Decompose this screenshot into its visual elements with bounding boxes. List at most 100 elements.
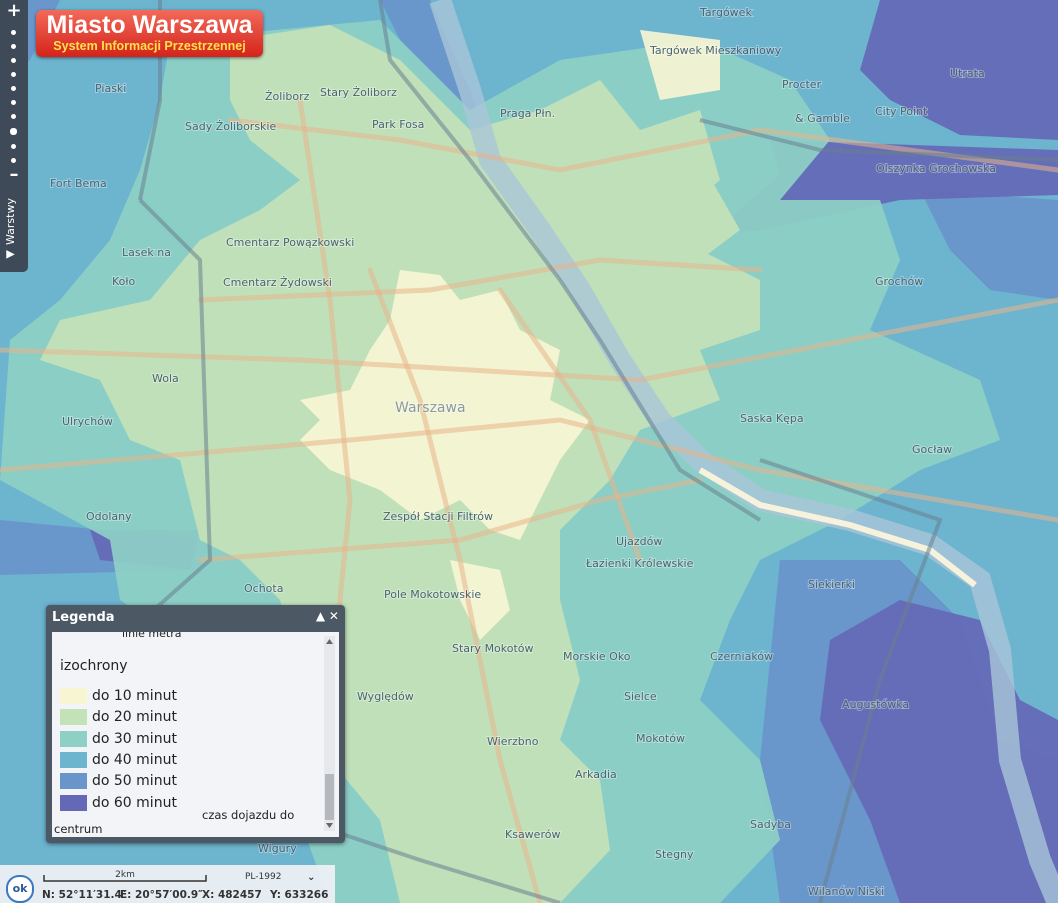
place-label: Sady Żoliborskie (185, 120, 276, 133)
place-label: Gocław (912, 443, 952, 456)
place-label: Procter (782, 78, 822, 91)
place-label: Warszawa (395, 400, 466, 416)
header-title: Miasto Warszawa (46, 11, 253, 39)
place-label: Saska Kępa (740, 412, 804, 425)
place-label: Wierzbno (487, 735, 539, 748)
legend-controls[interactable]: ▲ ✕ (315, 609, 339, 623)
legend-note: centrum (54, 822, 103, 836)
place-label: Wyględów (357, 690, 414, 703)
place-label: Fort Bema (50, 177, 107, 190)
place-label: Siekierki (808, 578, 855, 591)
zoom-level[interactable] (11, 86, 16, 91)
place-label: Wilanów Niski (808, 885, 884, 898)
legend-section: izochrony (60, 658, 128, 674)
place-label: Pole Mokotowskie (384, 588, 481, 601)
layers-tab[interactable]: ◀ Warstwy (4, 198, 17, 262)
river-wisla (429, 0, 1058, 903)
place-label: Stegny (655, 848, 694, 861)
place-label: Wola (152, 372, 179, 385)
place-label: Sadyba (750, 818, 791, 831)
place-label: Stary Mokotów (452, 642, 534, 655)
legend-item: do 20 minut (60, 709, 177, 729)
legend-swatch (60, 688, 87, 704)
legend-swatch (60, 794, 87, 811)
place-label: Cmentarz Żydowski (223, 276, 332, 289)
place-label: Odolany (86, 510, 132, 523)
zoom-level[interactable] (11, 30, 16, 35)
legend-title: Legenda (52, 610, 115, 625)
place-label: Ochota (244, 582, 283, 595)
zoom-out[interactable]: – (9, 164, 19, 185)
coord-y: Y: 633266 (269, 889, 328, 901)
place-label: Park Fosa (372, 118, 424, 131)
legend-item: do 50 minut (60, 773, 177, 793)
place-label: Targówek Mieszkaniowy (649, 44, 782, 57)
place-label: Morskie Oko (563, 650, 631, 663)
zoom-level[interactable] (11, 100, 16, 105)
legend-label: do 50 minut (92, 773, 177, 790)
legend-note: czas dojazdu do (202, 808, 295, 822)
zoom-level[interactable] (11, 58, 16, 63)
place-label: Łazienki Królewskie (585, 557, 694, 570)
layers-tab-label: Warstwy (4, 198, 17, 245)
place-label: Augustówka (842, 698, 909, 711)
isochrone-60 (90, 0, 1058, 903)
legend-swatch (60, 751, 87, 768)
crs-dropdown[interactable]: ⌄ (307, 872, 315, 883)
scale-bar: 2km PL-1992 ⌄ N: 52°11′31.4″ E: 20°57′00… (42, 870, 328, 901)
isochrone-10 (300, 30, 720, 640)
zoom-level[interactable] (11, 114, 16, 119)
place-label: Sielce (624, 690, 657, 703)
legend-item: do 30 minut (60, 730, 177, 751)
coord-e: E: 20°57′00.9″ (120, 889, 203, 901)
legend-panel: Legenda ▲ ✕ linie metra izochrony czas d… (46, 605, 345, 843)
place-label: Żoliborz (265, 90, 310, 103)
legend-label: do 60 minut (92, 794, 177, 811)
place-label: City Point (875, 105, 928, 118)
legend-label: do 10 minut (92, 688, 177, 704)
place-label: Ulrychów (62, 415, 113, 428)
place-label: Mokotów (636, 732, 685, 745)
zoom-level[interactable] (11, 44, 16, 49)
place-label: Ksawerów (505, 828, 560, 841)
place-label: Stary Żoliborz (320, 86, 397, 99)
place-label: Zespół Stacji Filtrów (383, 510, 493, 523)
legend-label: do 20 minut (92, 709, 177, 726)
legend-label: do 30 minut (92, 730, 177, 747)
legend-body: linie metra izochrony czas dojazdu do ce… (52, 632, 339, 837)
place-label: Arkadia (575, 768, 617, 781)
header-subtitle: System Informacji Przestrzennej (53, 39, 246, 53)
header: Miasto Warszawa System Informacji Przest… (36, 10, 263, 57)
legend-item: do 10 minut (60, 688, 177, 708)
place-label: Lasek na (122, 246, 171, 259)
coord-n: N: 52°11′31.4″ (42, 889, 127, 901)
legend-label: do 40 minut (92, 751, 177, 768)
map-toolbar: + – ◀ Warstwy (0, 0, 28, 272)
legend-item: do 40 minut (60, 751, 177, 772)
zoom-level[interactable] (11, 72, 16, 77)
place-label: Piaski (95, 82, 126, 95)
legend-swatch (60, 709, 87, 726)
place-label: Wigury (258, 842, 297, 855)
legend-cut-item: linie metra (122, 632, 182, 640)
scale-label: 2km (115, 870, 135, 880)
zoom-level[interactable] (10, 128, 17, 135)
scrollbar[interactable] (324, 636, 335, 831)
ok-button[interactable]: ok (6, 875, 34, 903)
place-label: Targówek (699, 6, 752, 19)
zoom-level[interactable] (11, 144, 16, 149)
coord-x: X: 482457 (202, 889, 262, 901)
place-label: Ujazdów (616, 535, 662, 548)
place-label: Czerniaków (710, 650, 773, 663)
place-label: Olszynka Grochowska (876, 162, 996, 175)
status-bar: ok 2km PL-1992 ⌄ N: 52°11′31.4″ E: 20°57… (0, 865, 335, 903)
zoom-level[interactable] (11, 158, 16, 163)
place-label: Cmentarz Powązkowski (226, 236, 354, 249)
river-bank (698, 467, 977, 588)
place-label: Utrata (950, 67, 985, 80)
zoom-in[interactable]: + (6, 0, 22, 21)
legend-swatch (60, 730, 87, 747)
